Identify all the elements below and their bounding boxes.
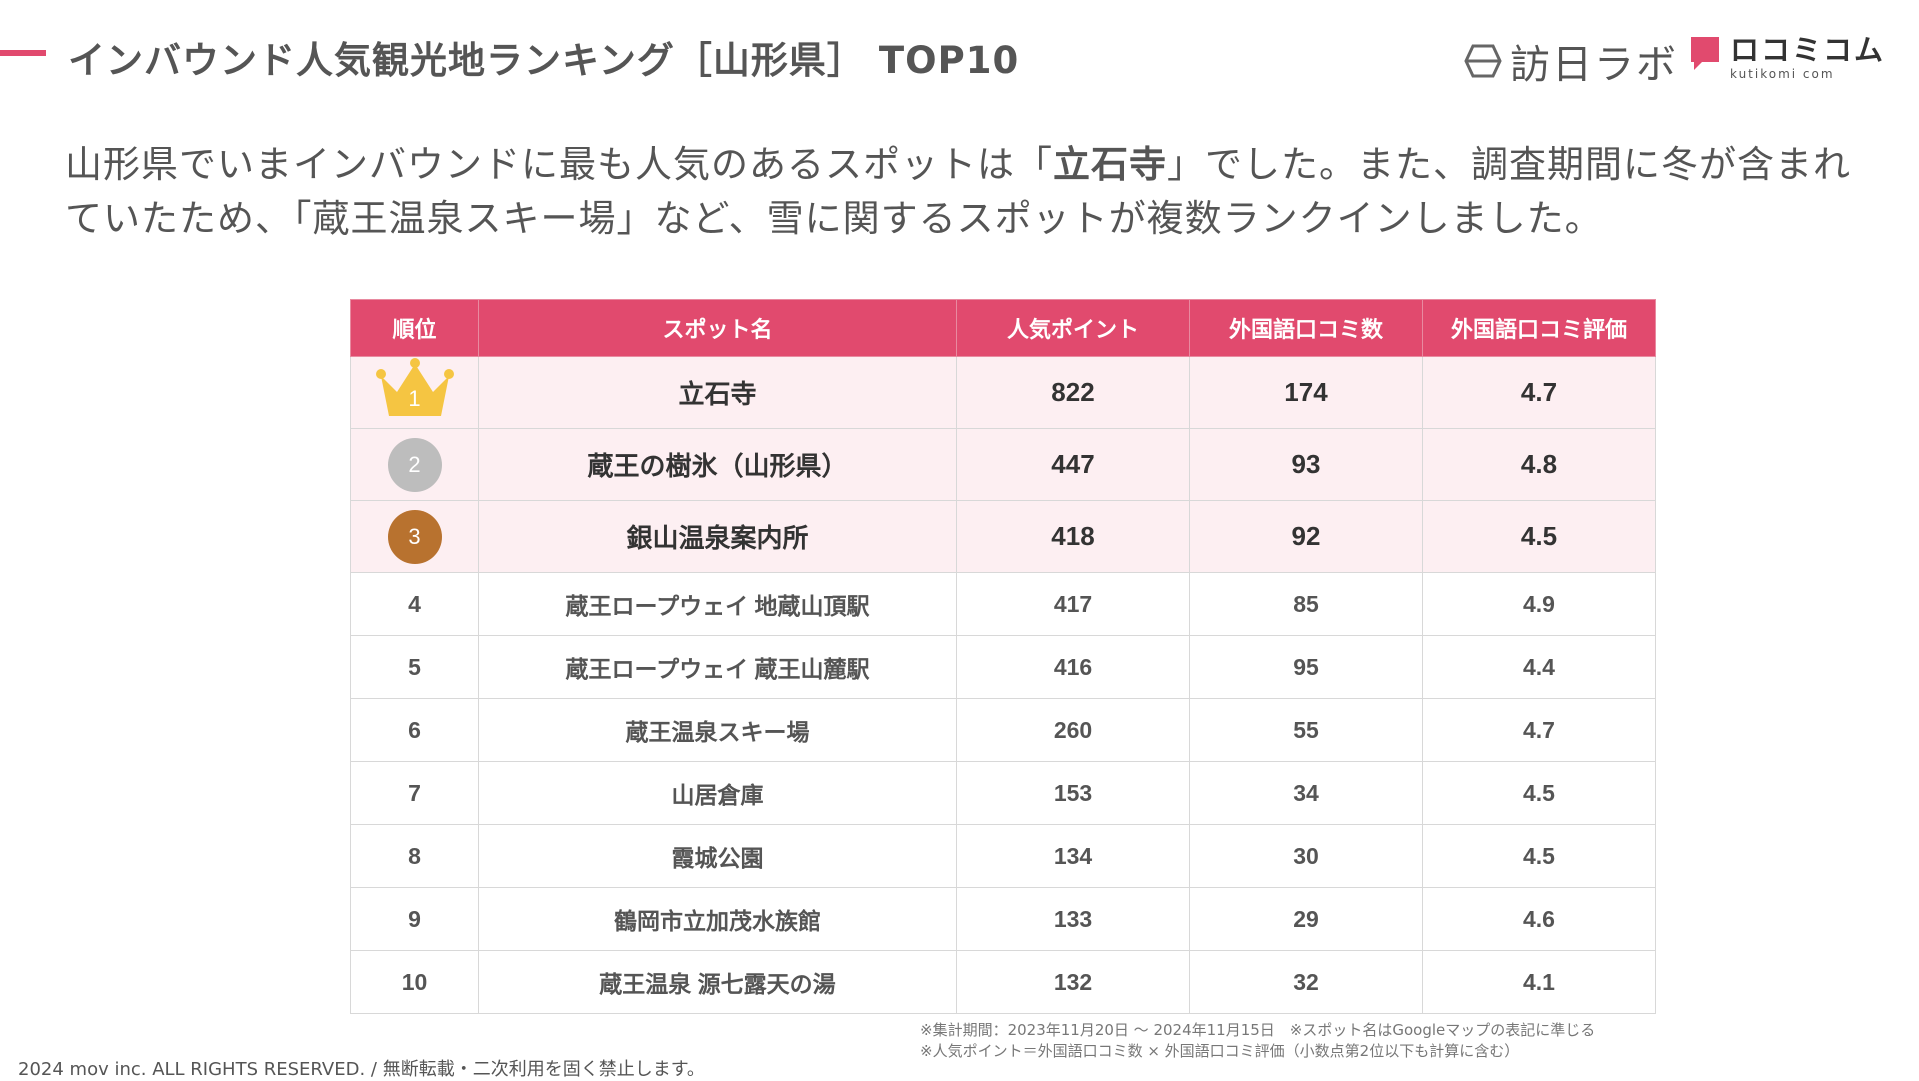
houjin-labo-logo: 訪日ラボ [1464, 32, 1678, 90]
review-count-cell: 30 [1189, 824, 1423, 888]
review-count-cell: 92 [1189, 500, 1423, 573]
rank-cell: 10 [350, 950, 479, 1014]
rating-cell: 4.5 [1422, 761, 1656, 825]
table-row: 6 蔵王温泉スキー場 260 55 4.7 [350, 698, 1656, 762]
points-cell: 132 [956, 950, 1190, 1014]
review-count-cell: 95 [1189, 635, 1423, 699]
table-header-row: 順位 スポット名 人気ポイント 外国語口コミ数 外国語口コミ評価 [350, 299, 1656, 357]
hexagon-logo-icon [1464, 44, 1502, 78]
footnotes: ※集計期間：2023年11月20日 〜 2024年11月15日 ※スポット名はG… [920, 1020, 1640, 1062]
header-review-count: 外国語口コミ数 [1189, 299, 1423, 357]
rank-cell: 1 [350, 356, 479, 429]
spot-name-cell: 霞城公園 [478, 824, 957, 888]
rank-cell: 3 [350, 500, 479, 573]
kutikomi-logo: ロコミコム kutikomi com [1688, 34, 1885, 80]
page-title-text: インバウンド人気観光地ランキング［山形県］ [68, 39, 865, 82]
rank-cell: 4 [350, 572, 479, 636]
silver-medal-icon: 2 [387, 437, 442, 492]
spot-name-cell: 蔵王温泉スキー場 [478, 698, 957, 762]
spot-name-cell: 蔵王ロープウェイ 蔵王山麓駅 [478, 635, 957, 699]
spot-name-cell: 蔵王ロープウェイ 地蔵山頂駅 [478, 572, 957, 636]
title-accent-bar [0, 50, 46, 56]
footnote-points-formula: ※人気ポイント＝外国語口コミ数 × 外国語口コミ評価（小数点第2位以下も計算に含… [920, 1042, 1520, 1060]
spot-name-cell: 銀山温泉案内所 [478, 500, 957, 573]
points-cell: 134 [956, 824, 1190, 888]
rating-cell: 4.5 [1422, 500, 1656, 573]
spot-name-cell: 鶴岡市立加茂水族館 [478, 887, 957, 951]
page-title: インバウンド人気観光地ランキング［山形県］ TOP10 [68, 30, 1019, 84]
points-cell: 418 [956, 500, 1190, 573]
kutikomi-wordmark-en: kutikomi com [1730, 67, 1835, 81]
points-cell: 447 [956, 428, 1190, 501]
review-count-cell: 85 [1189, 572, 1423, 636]
table-row: 8 霞城公園 134 30 4.5 [350, 824, 1656, 888]
table-row: 5 蔵王ロープウェイ 蔵王山麓駅 416 95 4.4 [350, 635, 1656, 699]
spot-name-cell: 蔵王温泉 源七露天の湯 [478, 950, 957, 1014]
points-cell: 153 [956, 761, 1190, 825]
rank-cell: 8 [350, 824, 479, 888]
rating-cell: 4.1 [1422, 950, 1656, 1014]
spot-name-cell: 山居倉庫 [478, 761, 957, 825]
rank-cell: 9 [350, 887, 479, 951]
points-cell: 416 [956, 635, 1190, 699]
table-row: 10 蔵王温泉 源七露天の湯 132 32 4.1 [350, 950, 1656, 1014]
rating-cell: 4.5 [1422, 824, 1656, 888]
rating-cell: 4.6 [1422, 887, 1656, 951]
rating-cell: 4.7 [1422, 698, 1656, 762]
houjin-labo-wordmark: 訪日ラボ [1510, 42, 1678, 88]
points-cell: 133 [956, 887, 1190, 951]
rating-cell: 4.4 [1422, 635, 1656, 699]
lead-text-1: 山形県でいまインバウンドに最も人気のあるスポットは「 [65, 143, 1053, 186]
rank-cell: 7 [350, 761, 479, 825]
kutikomi-wordmark-jp: ロコミコム [1730, 33, 1886, 67]
review-count-cell: 174 [1189, 356, 1423, 429]
ranking-table: 順位 スポット名 人気ポイント 外国語口コミ数 外国語口コミ評価 1 立石寺 [350, 299, 1656, 1014]
rank-number: 1 [408, 386, 421, 411]
rating-cell: 4.9 [1422, 572, 1656, 636]
lead-paragraph: 山形県でいまインバウンドに最も人気のあるスポットは「立石寺」でした。また、調査期… [65, 138, 1885, 246]
review-count-cell: 34 [1189, 761, 1423, 825]
table-row: 4 蔵王ロープウェイ 地蔵山頂駅 417 85 4.9 [350, 572, 1656, 636]
copyright-footer: 2024 mov inc. ALL RIGHTS RESERVED. / 無断転… [18, 1059, 705, 1080]
header-popularity-points: 人気ポイント [956, 299, 1190, 357]
gold-crown-icon: 1 [375, 358, 455, 420]
rating-cell: 4.7 [1422, 356, 1656, 429]
table-row: 9 鶴岡市立加茂水族館 133 29 4.6 [350, 887, 1656, 951]
table-row: 2 蔵王の樹氷（山形県） 447 93 4.8 [350, 428, 1656, 501]
footnote-period: ※集計期間：2023年11月20日 〜 2024年11月15日 ※スポット名はG… [920, 1021, 1596, 1039]
page-title-top10: TOP10 [878, 39, 1020, 82]
review-count-cell: 55 [1189, 698, 1423, 762]
points-cell: 417 [956, 572, 1190, 636]
review-count-cell: 32 [1189, 950, 1423, 1014]
review-count-cell: 93 [1189, 428, 1423, 501]
spot-name-cell: 立石寺 [478, 356, 957, 429]
header-review-rating: 外国語口コミ評価 [1422, 299, 1656, 357]
points-cell: 260 [956, 698, 1190, 762]
header-spot-name: スポット名 [478, 299, 957, 357]
rank-cell: 2 [350, 428, 479, 501]
rank-cell: 5 [350, 635, 479, 699]
bronze-medal-icon: 3 [387, 509, 442, 564]
header-rank: 順位 [350, 299, 479, 357]
lead-text-2: 」でした。また、調査期間に冬が含まれていたため、「蔵王温泉スキー場」など、雪に関… [65, 143, 1851, 240]
lead-highlight: 立石寺 [1053, 143, 1167, 186]
table-row: 3 銀山温泉案内所 418 92 4.5 [350, 500, 1656, 573]
rank-cell: 6 [350, 698, 479, 762]
table-row: 7 山居倉庫 153 34 4.5 [350, 761, 1656, 825]
review-count-cell: 29 [1189, 887, 1423, 951]
spot-name-cell: 蔵王の樹氷（山形県） [478, 428, 957, 501]
points-cell: 822 [956, 356, 1190, 429]
table-row: 1 立石寺 822 174 4.7 [350, 356, 1656, 429]
rating-cell: 4.8 [1422, 428, 1656, 501]
speech-bubble-logo-icon [1691, 37, 1719, 70]
